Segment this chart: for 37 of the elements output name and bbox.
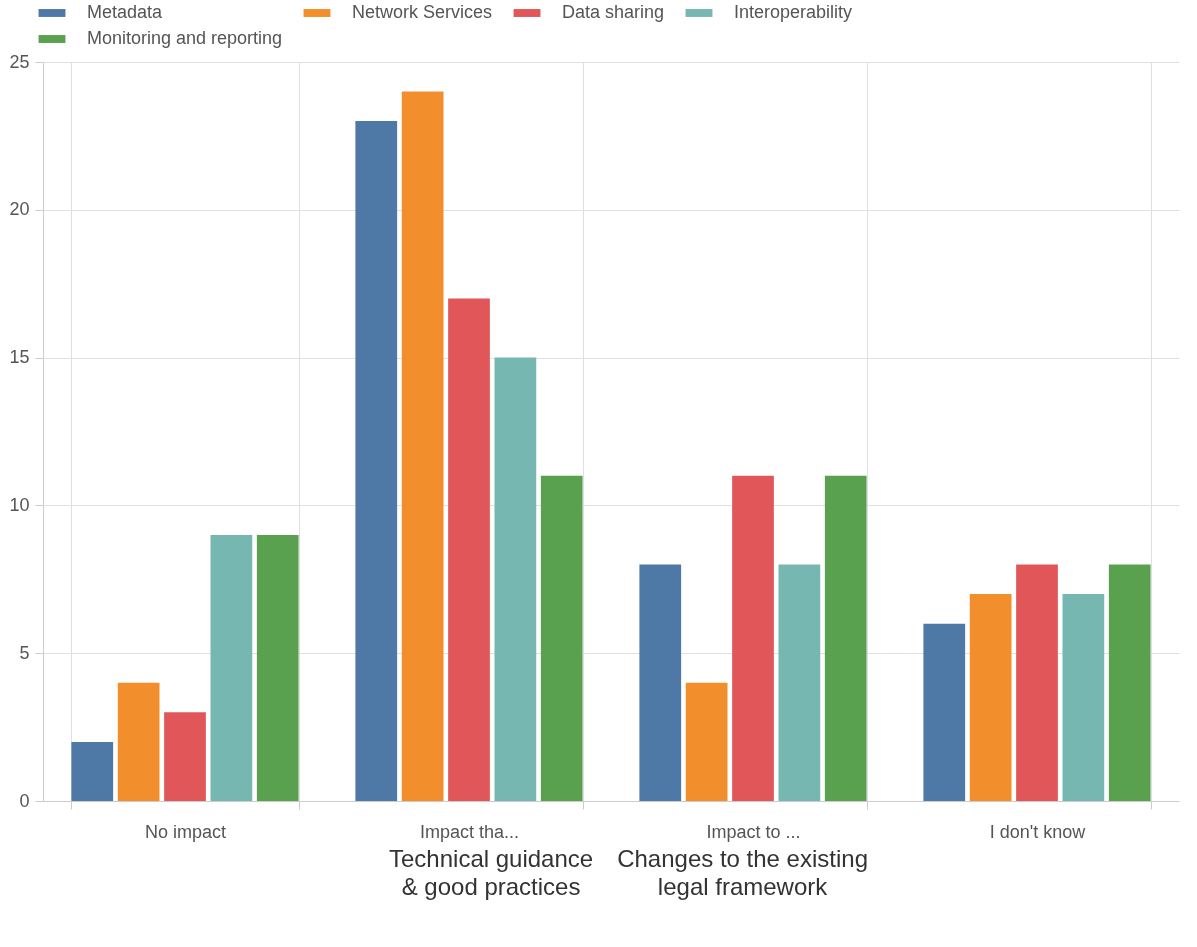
bar	[1108, 564, 1151, 801]
legend-label: Data sharing	[562, 2, 665, 22]
y-tick-label: 15	[9, 347, 30, 368]
x-tick-label: No impact	[144, 821, 227, 842]
bar	[71, 741, 114, 801]
bar	[210, 534, 253, 801]
bar	[778, 564, 821, 801]
bar	[494, 357, 537, 801]
bar	[685, 682, 728, 801]
y-tick-label: 20	[9, 199, 30, 220]
bar	[540, 475, 583, 801]
bar	[117, 682, 160, 801]
bar	[639, 564, 682, 801]
bar	[1016, 564, 1058, 801]
bar	[256, 534, 299, 801]
bar	[824, 475, 867, 801]
bar	[732, 475, 774, 801]
y-tick-label: 5	[19, 642, 30, 663]
legend-label: Network Services	[352, 2, 493, 22]
legend-label: Interoperability	[734, 2, 853, 22]
y-tick-label: 10	[9, 494, 30, 515]
bar	[969, 594, 1012, 801]
legend-label: Monitoring and reporting	[87, 28, 283, 48]
bar	[355, 121, 398, 801]
bar	[448, 298, 490, 801]
text: Technical guidance & good practices	[389, 845, 594, 901]
bar	[401, 91, 444, 801]
bar	[1062, 594, 1105, 801]
text: Changes to the existing legal framework	[617, 845, 868, 901]
y-tick-label: 25	[9, 51, 30, 72]
y-tick-label: 0	[19, 790, 30, 811]
legend-label: Metadata	[87, 2, 164, 22]
bar	[923, 623, 966, 801]
x-tick-label: Impact to ...	[706, 821, 801, 842]
bar	[164, 712, 206, 801]
x-tick-label: Impact tha...	[419, 821, 520, 842]
x-tick-label: I don't know	[989, 821, 1087, 842]
